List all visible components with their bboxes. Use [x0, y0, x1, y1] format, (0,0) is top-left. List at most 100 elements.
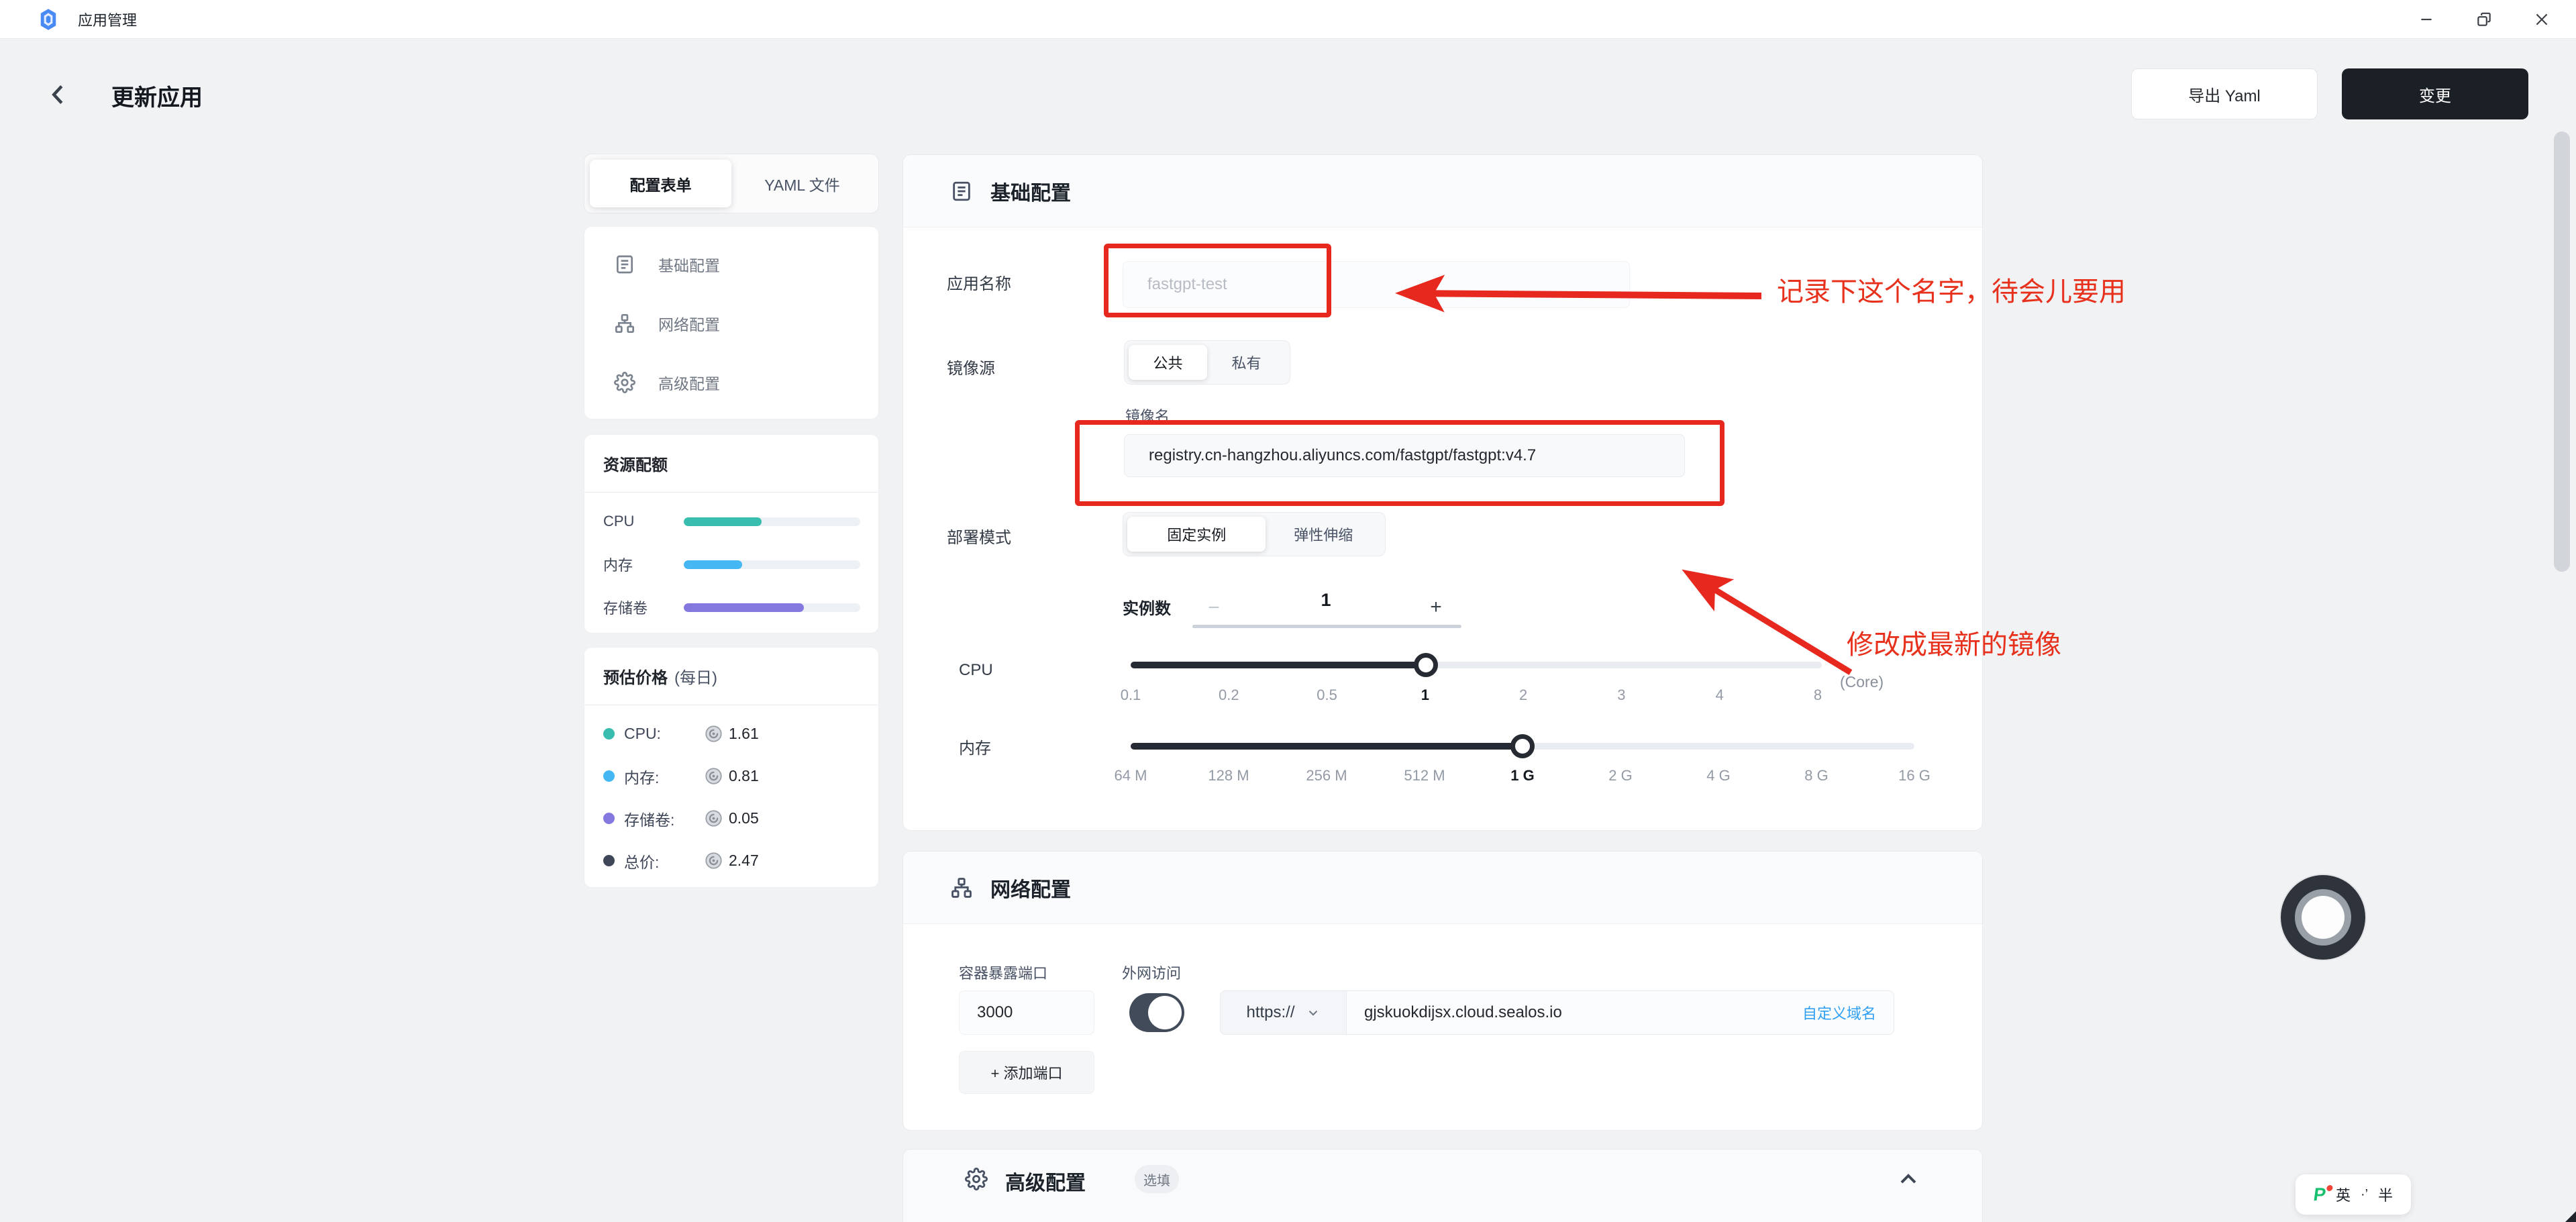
cpu-tick-label: 0.1	[1120, 686, 1141, 703]
floating-assistant-core	[2302, 896, 2345, 939]
protocol-select[interactable]: https://	[1221, 991, 1347, 1034]
cpu-slider-track[interactable]	[1131, 653, 1822, 677]
ime-punctuation-indicator: ·’	[2360, 1186, 2369, 1202]
restore-button[interactable]	[2455, 0, 2513, 39]
replicas-minus-button[interactable]: −	[1208, 597, 1220, 619]
page-scrollbar-thumb[interactable]	[2554, 132, 2570, 572]
cpu-slider-ticks: 0.1 0.2 0.5 1 2 3 4 8	[1121, 686, 1822, 708]
ime-width-indicator: 半	[2378, 1187, 2393, 1204]
deploy-mode-label: 部署模式	[947, 529, 1011, 547]
floating-assistant-ring	[2295, 889, 2351, 946]
close-button[interactable]	[2513, 0, 2571, 39]
container-port-input[interactable]	[959, 990, 1094, 1035]
network-icon	[615, 314, 634, 333]
memory-tick-label: 256 M	[1306, 767, 1347, 784]
toggle-knob	[1148, 996, 1182, 1029]
domain-field[interactable]: gjskuokdijsx.cloud.sealos.io 自定义域名	[1347, 991, 1894, 1034]
image-source-label: 镜像源	[947, 360, 995, 378]
chevron-down-icon	[1308, 1010, 1317, 1016]
sidebar-item-advanced-config[interactable]: 高级配置	[584, 353, 878, 412]
close-icon	[2536, 13, 2548, 26]
price-title: 预估价格	[603, 669, 668, 687]
memory-slider-track[interactable]	[1131, 734, 1914, 758]
cpu-slider-thumb[interactable]	[1414, 653, 1438, 677]
external-access-toggle[interactable]	[1129, 993, 1184, 1032]
replicas-label: 实例数	[1123, 600, 1171, 618]
network-icon	[951, 877, 972, 898]
memory-tick-label: 16 G	[1898, 767, 1930, 784]
cpu-slider-fill	[1131, 662, 1426, 668]
cpu-tick-label: 1	[1421, 686, 1429, 703]
protocol-value: https://	[1246, 1003, 1295, 1021]
memory-tick-label: 512 M	[1404, 767, 1445, 784]
replicas-underline	[1192, 625, 1461, 628]
sidebar-item-label: 基础配置	[658, 257, 720, 274]
window-title: 应用管理	[78, 11, 138, 29]
document-icon	[953, 181, 970, 201]
coin-icon	[705, 768, 722, 784]
back-button[interactable]	[43, 79, 74, 110]
sidebar-item-label: 网络配置	[658, 316, 720, 334]
page-title: 更新应用	[111, 85, 203, 111]
replicas-plus-button[interactable]: +	[1430, 596, 1442, 618]
tab-yaml-file[interactable]: YAML 文件	[764, 176, 840, 194]
cpu-tick-label: 2	[1519, 686, 1528, 703]
coin-icon	[705, 810, 722, 827]
price-dot	[603, 855, 615, 866]
floating-assistant-button[interactable]	[2279, 874, 2367, 961]
sidebar-item-network-config[interactable]: 网络配置	[584, 294, 878, 353]
cursor-fragment	[2565, 1211, 2576, 1222]
minimize-icon	[2421, 18, 2432, 21]
sidebar-item-basic-config[interactable]: 基础配置	[584, 235, 878, 294]
export-yaml-button[interactable]: 导出 Yaml	[2131, 68, 2318, 119]
ime-logo-icon: P	[2312, 1184, 2328, 1205]
cpu-label: CPU	[959, 661, 993, 679]
window-titlebar: 应用管理	[0, 0, 2576, 39]
quota-bar-track	[684, 517, 860, 526]
price-row: 总价: 2.47	[584, 839, 878, 882]
tab-auto-scale[interactable]: 弹性伸缩	[1294, 527, 1353, 544]
cpu-tick-label: 4	[1715, 686, 1724, 703]
price-rows: CPU: 1.61 内存: 0.81 存储卷: 0.05	[584, 705, 878, 882]
back-chevron-icon	[52, 85, 63, 105]
document-icon	[617, 255, 633, 274]
external-access-label: 外网访问	[1122, 965, 1182, 982]
custom-domain-link[interactable]: 自定义域名	[1802, 1005, 1876, 1022]
app-name-input[interactable]	[1123, 261, 1630, 308]
ime-status-bar[interactable]: P 英 ·’ 半	[2296, 1174, 2411, 1215]
memory-slider-ticks: 64 M 128 M 256 M 512 M 1 G 2 G 4 G 8 G 16 G	[1115, 767, 1930, 788]
apply-change-button[interactable]: 变更	[2342, 68, 2528, 119]
coin-icon	[705, 852, 722, 869]
resource-quota-header: 资源配额	[584, 435, 878, 493]
tab-private-image[interactable]: 私有	[1231, 355, 1261, 372]
basic-config-title: 基础配置	[990, 182, 1071, 205]
cpu-tick-label: 0.2	[1218, 686, 1239, 703]
price-subtitle: (每日)	[674, 669, 717, 687]
gear-icon	[965, 1168, 988, 1190]
chevron-up-icon	[1900, 1174, 1916, 1184]
image-name-label: 镜像名	[1125, 408, 1170, 425]
tab-public-image[interactable]: 公共	[1129, 345, 1207, 380]
memory-tick-label: 64 M	[1114, 767, 1147, 784]
collapse-section-button[interactable]	[1895, 1166, 1922, 1192]
memory-slider-fill	[1131, 743, 1523, 750]
app-name-label: 应用名称	[947, 275, 1011, 293]
price-header: 预估价格 (每日)	[584, 648, 878, 705]
restore-icon	[2477, 12, 2491, 26]
price-card: 预估价格 (每日) CPU: 1.61 内存: 0.81	[584, 647, 879, 888]
price-dot	[603, 728, 615, 740]
quota-bar-track	[684, 560, 860, 569]
tab-fixed-instance[interactable]: 固定实例	[1127, 517, 1266, 552]
image-name-input[interactable]	[1124, 434, 1685, 477]
deploy-mode-tabs: 固定实例 弹性伸缩	[1123, 512, 1386, 556]
basic-config-header: 基础配置	[903, 155, 1982, 227]
quota-bar-fill	[684, 560, 742, 569]
tab-config-form[interactable]: 配置表单	[590, 160, 731, 207]
memory-slider-thumb[interactable]	[1510, 734, 1535, 758]
quota-row: CPU	[584, 500, 878, 543]
price-dot	[603, 770, 615, 782]
price-dot	[603, 813, 615, 824]
section-nav: 基础配置 网络配置 高级配置	[584, 226, 879, 419]
minimize-button[interactable]	[2398, 0, 2455, 39]
add-port-button[interactable]: + 添加端口	[959, 1051, 1094, 1094]
